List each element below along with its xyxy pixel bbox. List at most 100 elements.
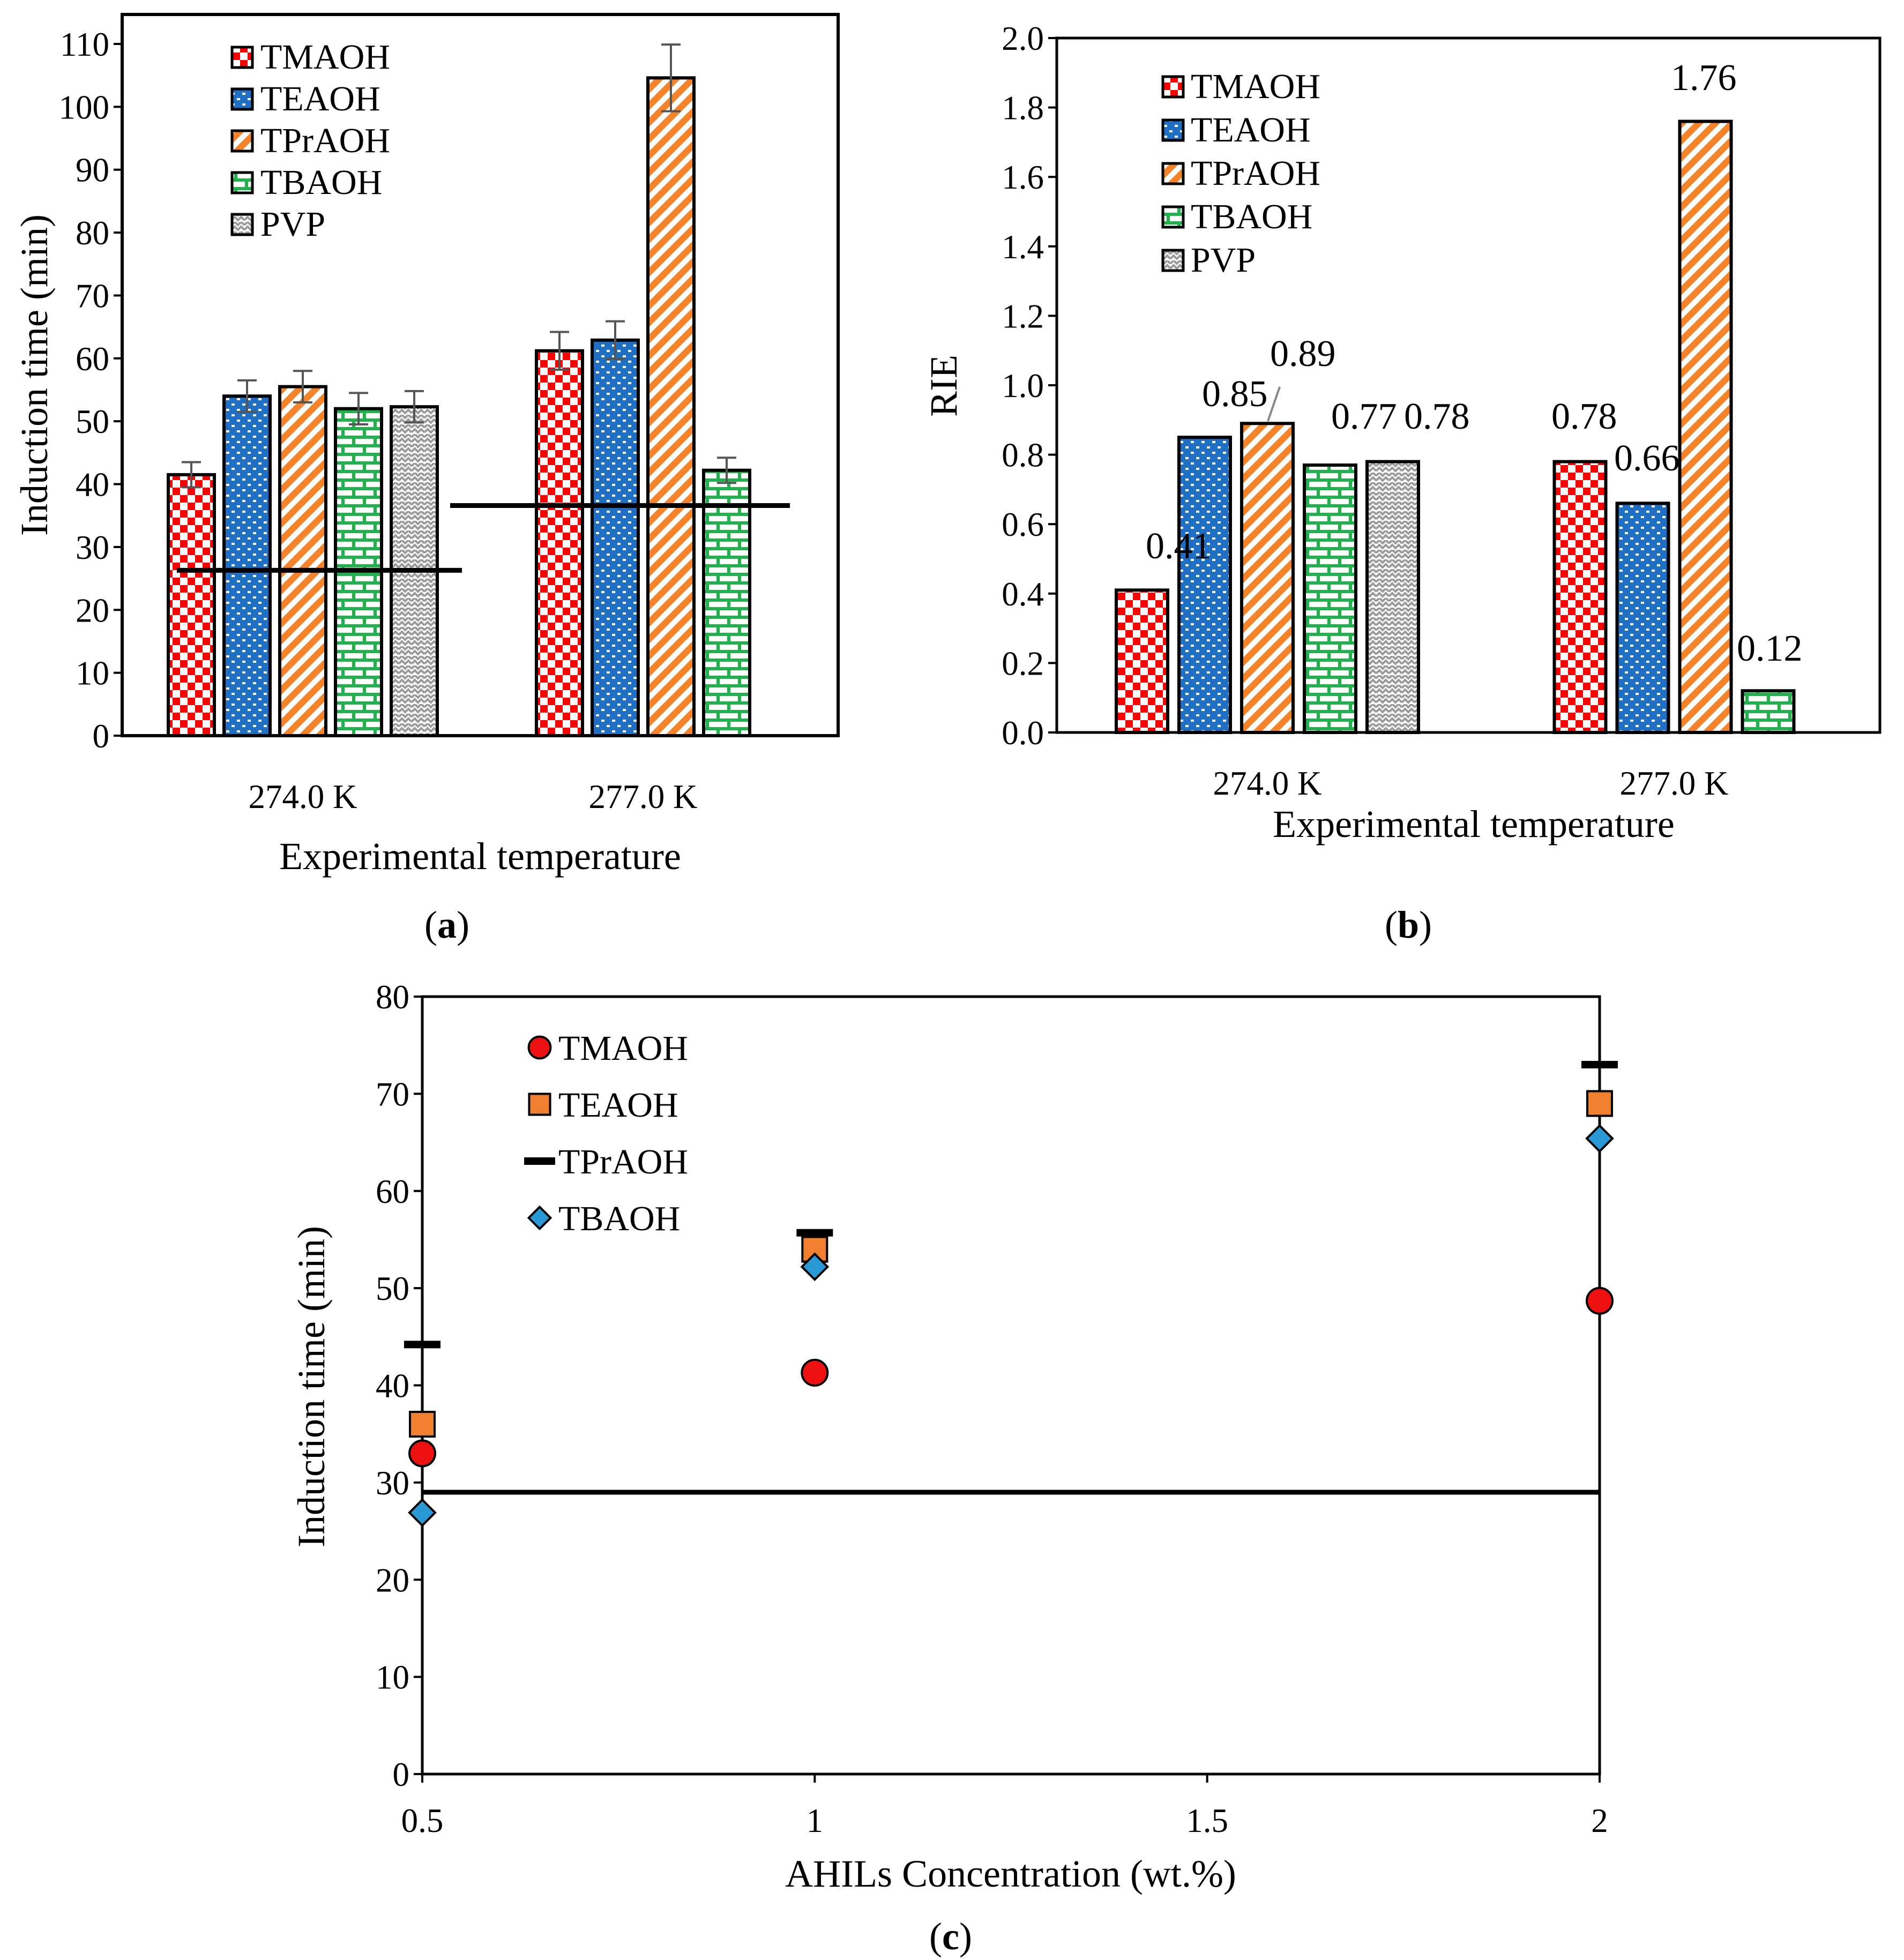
a-ytick-label: 70: [76, 277, 109, 315]
c-point-tpraoh: [404, 1341, 440, 1349]
b-ytick-label: 1.8: [1002, 89, 1044, 127]
c-legend-marker-teaoh: [528, 1093, 551, 1116]
b-ytick-label: 0.4: [1002, 575, 1044, 613]
c-ytick-label: 50: [376, 1270, 409, 1307]
a-ytick-label: 10: [76, 655, 109, 692]
c-ytick-label: 30: [376, 1464, 409, 1502]
c-point-tpraoh: [796, 1229, 833, 1237]
chart-a-plot-border: [121, 13, 840, 737]
c-xtick-label: 1.5: [1186, 1802, 1228, 1839]
chart-a-bars: [167, 76, 751, 738]
chart-a-baselines: [177, 503, 790, 573]
c-xtick-label: 2: [1591, 1802, 1608, 1839]
chart-b-xlabel: Experimental temperature: [1273, 803, 1675, 846]
b-data-label: 0.66: [1614, 438, 1680, 479]
b-legend-swatch-tbaoh: [1161, 205, 1185, 229]
c-point-tbaoh: [800, 1252, 830, 1282]
chart-b-bars: [1115, 119, 1796, 734]
chart-b-data-labels: 0.41 0.78 0.85 0.66 0.89 1.76 0.77 0.12 0.78: [1146, 57, 1803, 669]
c-ytick-label: 10: [376, 1659, 409, 1696]
b-bar-tbaoh: [1741, 689, 1796, 734]
b-bar-teaoh: [1615, 502, 1670, 734]
a-bar-tpraoh: [646, 76, 696, 738]
b-data-label: 0.77: [1331, 396, 1397, 437]
b-xtick-label: 274.0 K: [1213, 765, 1322, 802]
c-point-tbaoh: [408, 1498, 437, 1527]
b-legend-swatch-pvp: [1161, 249, 1185, 272]
a-bar-tbaoh: [702, 468, 751, 737]
c-ytick-label: 70: [376, 1075, 409, 1113]
a-bar-tpraoh: [278, 385, 327, 737]
a-ytick-label: 50: [76, 403, 109, 440]
b-legend-swatch-tmaoh: [1161, 75, 1185, 99]
a-bar-teaoh: [222, 394, 272, 737]
b-bar-tpraoh: [1240, 422, 1295, 734]
b-legend-swatch-teaoh: [1161, 118, 1185, 142]
b-ytick-label: 1.6: [1002, 159, 1044, 196]
b-legend-label-pvp: PVP: [1191, 241, 1256, 280]
a-legend-label-pvp: PVP: [260, 205, 325, 244]
chart-a-xlabel: Experimental temperature: [279, 835, 681, 878]
chart-a-x-ticks: 274.0 K 277.0 K: [249, 778, 698, 816]
chart-b-legend: TMAOH TEAOH TPrAOH TBAOH PVP: [1161, 67, 1320, 280]
a-ytick-label: 40: [76, 466, 109, 504]
b-bar-teaoh: [1177, 436, 1232, 734]
chart-c: 0 10 20 30 40 50 60 70 80 0.5 1 1.5 2 TMAOH TEAOH TPr…: [290, 978, 1618, 1958]
b-ytick-label: 1.2: [1002, 297, 1044, 335]
c-legend-marker-tmaoh: [527, 1035, 552, 1060]
c-point-teaoh: [1586, 1090, 1613, 1117]
b-data-label: 0.12: [1737, 628, 1803, 669]
b-ytick-label: 0.8: [1002, 437, 1044, 474]
c-point-tbaoh: [1585, 1124, 1614, 1153]
chart-c-points: [404, 1060, 1618, 1527]
chart-a-error-bars: [182, 43, 736, 489]
a-legend-swatch-teaoh: [230, 87, 254, 111]
c-legend-label-tpraoh: TPrAOH: [558, 1142, 688, 1181]
b-ytick-label: 2.0: [1002, 20, 1044, 57]
c-ytick-label: 80: [376, 978, 409, 1016]
b-ytick-label: 1.4: [1002, 228, 1044, 266]
a-legend-swatch-tmaoh: [230, 46, 254, 69]
chart-c-xlabel: AHILs Concentration (wt.%): [785, 1852, 1236, 1895]
chart-b-panel-letter: b: [1398, 903, 1419, 946]
chart-b-ylabel: RIE: [922, 355, 965, 417]
b-legend-swatch-tpraoh: [1161, 162, 1185, 185]
chart-c-panel-label: (c): [929, 1915, 972, 1958]
b-legend-label-teaoh: TEAOH: [1191, 110, 1311, 149]
b-legend-label-tpraoh: TPrAOH: [1191, 154, 1320, 193]
b-ytick-label: 0.0: [1002, 714, 1044, 752]
b-data-label: 0.85: [1202, 373, 1268, 415]
c-legend-marker-tpraoh: [524, 1157, 555, 1165]
c-ytick-label: 0: [393, 1756, 410, 1793]
b-xtick-label: 277.0 K: [1620, 765, 1729, 802]
c-ytick-label: 60: [376, 1173, 409, 1210]
a-ytick-label: 60: [76, 340, 109, 378]
a-bar-tmaoh: [535, 349, 584, 737]
chart-c-ylabel: Induction time (min): [290, 1226, 333, 1547]
b-bar-pvp: [1365, 460, 1420, 734]
a-legend-swatch-pvp: [230, 213, 254, 236]
a-ytick-label: 100: [59, 88, 110, 126]
chart-c-x-ticks: 0.5 1 1.5 2: [401, 1774, 1608, 1839]
a-ytick-label: 90: [76, 152, 109, 189]
c-ytick-label: 40: [376, 1367, 409, 1405]
c-point-tpraoh: [1581, 1060, 1618, 1068]
c-legend-label-tbaoh: TBAOH: [558, 1199, 680, 1238]
b-data-label: 0.78: [1551, 396, 1617, 437]
chart-a-panel-label: (a): [424, 903, 469, 946]
chart-c-y-ticks: 0 10 20 30 40 50 60 70 80: [376, 978, 422, 1793]
b-bar-tmaoh: [1115, 588, 1169, 734]
chart-b-y-ticks: 0.0 0.2 0.4 0.6 0.8 1.0 1.2 1.4 1.6 1.8 2.0: [1002, 20, 1057, 752]
a-legend-swatch-tbaoh: [230, 171, 254, 194]
a-legend-swatch-tpraoh: [230, 129, 254, 153]
a-legend-label-tpraoh: TPrAOH: [260, 121, 390, 160]
chart-c-panel-letter: c: [942, 1915, 959, 1958]
b-label-leader: [1267, 386, 1281, 422]
chart-c-legend: TMAOH TEAOH TPrAOH TBAOH: [524, 1029, 688, 1238]
b-bar-tpraoh: [1678, 119, 1733, 734]
c-point-tmaoh: [1586, 1286, 1614, 1315]
c-point-tmaoh: [408, 1439, 436, 1468]
a-ytick-label: 80: [76, 214, 109, 252]
